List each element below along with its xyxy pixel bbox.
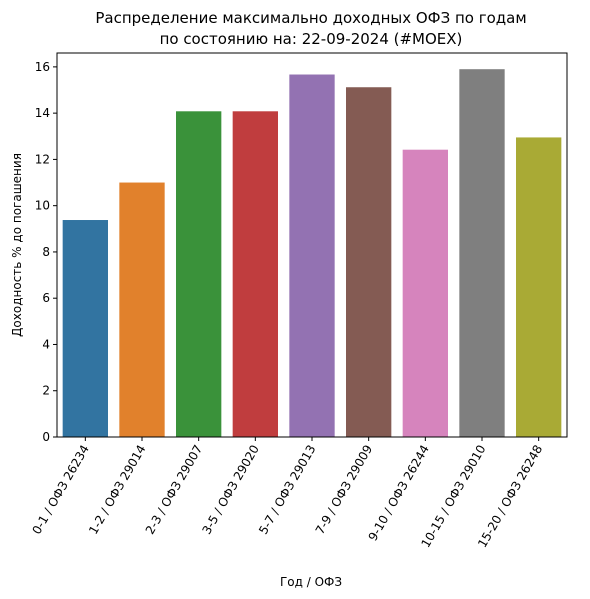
bar-2 <box>119 182 165 437</box>
y-axis-ticks: 0 2 4 6 8 10 12 14 16 <box>35 60 57 444</box>
bar-8 <box>459 69 505 437</box>
y-tick-label: 16 <box>35 60 50 74</box>
bar-5 <box>289 74 335 438</box>
x-tick-label: 9-10 / ОФЗ 26244 <box>366 443 432 544</box>
x-tick-label: 15-20 / ОФЗ 26248 <box>475 443 545 550</box>
y-tick-label: 4 <box>42 337 50 351</box>
plot-frame <box>56 52 568 438</box>
chart-subtitle: по состоянию на: 22-09-2024 (#MOEX) <box>160 30 463 48</box>
y-tick-label: 0 <box>42 430 50 444</box>
x-tick-label: 0-1 / ОФЗ 26234 <box>29 443 91 537</box>
y-tick-label: 8 <box>42 245 50 259</box>
bar-7 <box>402 149 448 437</box>
x-tick-label: 2-3 / ОФЗ 29007 <box>143 443 205 537</box>
x-tick-label: 1-2 / ОФЗ 29014 <box>86 443 148 537</box>
chart-title: Распределение максимально доходных ОФЗ п… <box>95 9 526 27</box>
bar-4 <box>232 111 278 437</box>
bar-9 <box>516 137 562 438</box>
x-tick-label: 5-7 / ОФЗ 29013 <box>256 443 318 537</box>
x-tick-label: 10-15 / ОФЗ 29010 <box>418 443 488 550</box>
x-tick-label: 7-9 / ОФЗ 29009 <box>313 443 375 537</box>
y-tick-label: 6 <box>42 291 50 305</box>
y-tick-label: 2 <box>42 384 50 398</box>
x-tick-label: 3-5 / ОФЗ 29020 <box>199 443 261 537</box>
bar-3 <box>176 111 222 437</box>
bar-1 <box>62 220 108 437</box>
bar-6 <box>346 87 392 437</box>
y-axis-label: Доходность % до погашения <box>10 153 24 337</box>
y-tick-label: 12 <box>35 152 50 166</box>
y-tick-label: 14 <box>35 106 50 120</box>
bars-group <box>62 69 562 438</box>
x-axis-label: Год / ОФЗ <box>280 575 342 589</box>
y-tick-label: 10 <box>35 199 50 213</box>
